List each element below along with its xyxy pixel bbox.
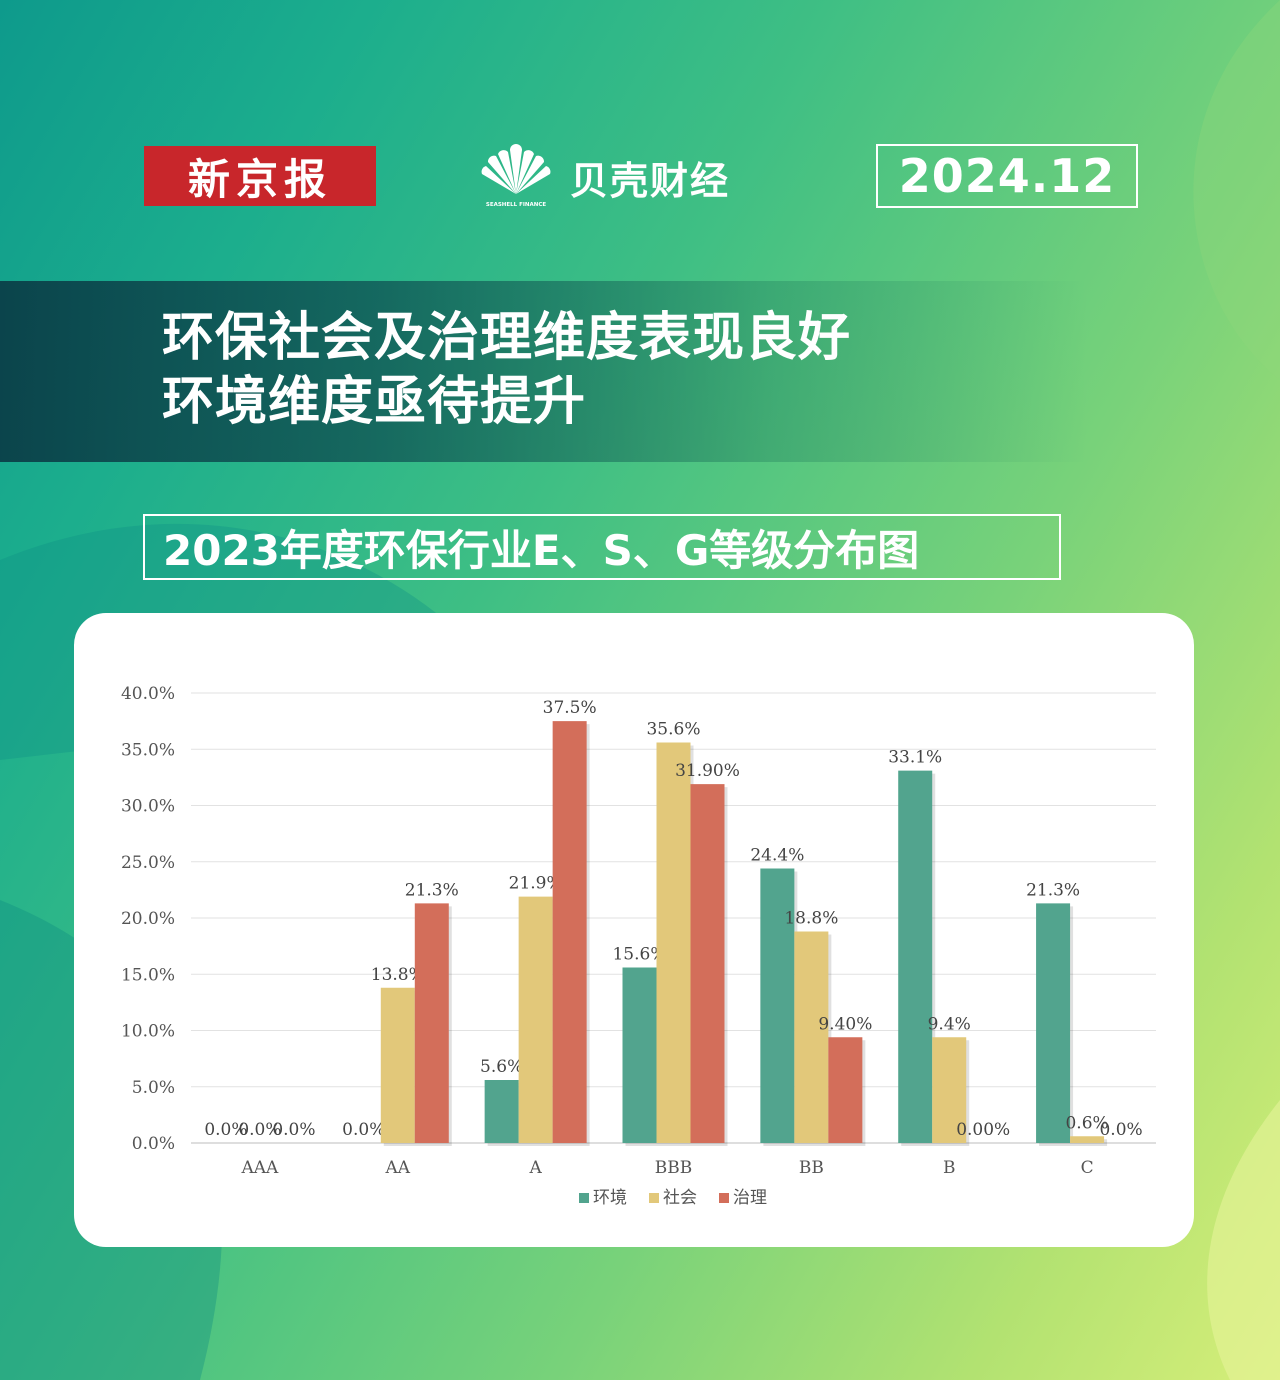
headline-line-1: 环保社会及治理维度表现良好 [162,308,852,368]
data-label: 0.0% [204,1120,247,1140]
bar-governance [690,784,725,1143]
bar-social [656,742,691,1143]
data-label: 18.8% [784,909,838,929]
bar-social [1070,1136,1105,1143]
y-tick-label: 35.0% [121,740,175,760]
bar-environment [898,770,933,1143]
bar-governance [414,903,449,1143]
data-label: 0.0% [1099,1120,1142,1140]
data-label: 9.4% [928,1014,971,1034]
x-tick-label: AA [385,1158,411,1178]
y-tick-label: 20.0% [121,909,175,929]
title-band [0,281,1280,462]
legend-label: 治理 [733,1188,767,1208]
seashell-en-text: SEASHELL FINANCE [486,202,547,208]
bar-social [380,987,415,1143]
data-label: 0.00% [956,1120,1010,1140]
data-label: 0.0% [238,1120,281,1140]
y-tick-label: 10.0% [121,1022,175,1042]
data-label: 9.40% [818,1014,872,1034]
y-tick-label: 25.0% [121,853,175,873]
bar-environment [484,1080,519,1143]
data-label: 0.6% [1065,1113,1108,1133]
date-badge: 2024.12 [876,144,1138,208]
chart-subtitle: 2023年度环保行业E、S、G等级分布图 [143,514,1061,580]
bar-chart: 0.0% 5.0% 10.0% 15.0% 20.0% 25.0% 30.0% 35.0% 40… [121,684,1156,1208]
bar-environment [760,868,795,1143]
xinjingbao-logo: 新京报 [144,146,376,206]
y-tick-label: 30.0% [121,797,175,817]
data-label: 5.6% [480,1057,523,1077]
data-label: 35.6% [646,720,700,740]
data-label: 24.4% [750,846,804,866]
data-label: 21.3% [1026,880,1080,900]
data-label: 21.9% [509,874,563,894]
headline-line-2: 环境维度亟待提升 [162,372,587,432]
data-label: 15.6% [612,945,666,965]
legend-swatch [579,1193,589,1203]
headline: 环保社会及治理维度表现良好 环境维度亟待提升 [162,306,851,434]
y-tick-label: 15.0% [121,965,175,985]
bar-governance [552,721,587,1143]
data-label: 31.90% [675,761,740,781]
legend-swatch [719,1193,729,1203]
data-label: 0.0% [272,1120,315,1140]
bar-social [518,896,553,1143]
x-tick-label: A [529,1158,543,1178]
legend-label: 环境 [593,1188,627,1208]
seashell-icon: SEASHELL FINANCE [481,144,551,208]
data-label: 0.0% [342,1120,385,1140]
y-tick-label: 0.0% [132,1134,175,1154]
x-tick-label: B [943,1158,956,1178]
bar-social [932,1037,967,1143]
data-label: 33.1% [888,748,942,768]
data-label: 21.3% [405,880,459,900]
header: 新京报 SEASHELL FINANCE 贝壳财经 2024.12 [0,0,1280,260]
bar-social [794,931,829,1143]
data-label: 13.8% [371,965,425,985]
y-tick-label: 5.0% [132,1078,175,1098]
x-tick-label: AAA [241,1158,280,1178]
x-tick-label: C [1081,1158,1094,1178]
y-tick-label: 40.0% [121,684,175,704]
data-label: 37.5% [543,698,597,718]
bar-governance [828,1037,863,1143]
bar-environment [622,967,657,1143]
seashell-finance-name: 贝壳财经 [570,158,731,203]
seashell-finance-logo: SEASHELL FINANCE 贝壳财经 [476,140,776,214]
bar-environment [1036,903,1071,1143]
legend-swatch [649,1193,659,1203]
chart-card: 0.0% 5.0% 10.0% 15.0% 20.0% 25.0% 30.0% 35.0% 40… [74,613,1194,1247]
x-tick-label: BB [799,1158,824,1178]
x-tick-label: BBB [655,1158,692,1178]
legend-label: 社会 [663,1188,697,1208]
